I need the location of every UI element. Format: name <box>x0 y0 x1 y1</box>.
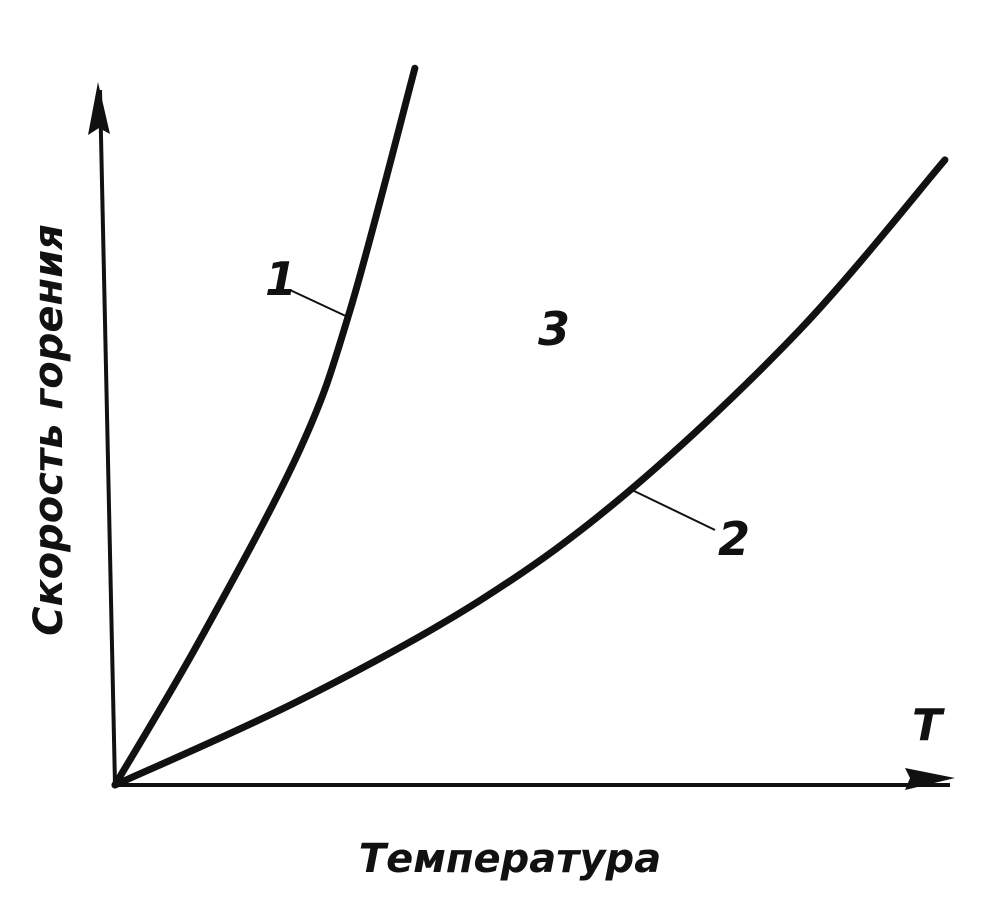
x-axis-label: Температура <box>359 836 661 882</box>
y-axis <box>98 89 117 786</box>
region-3-label: 3 <box>538 302 570 356</box>
x-axis-symbol: T <box>912 700 945 751</box>
x-axis-arrow <box>905 768 955 790</box>
series-1-leader <box>289 289 351 319</box>
y-axis-label: Скорость горения <box>26 224 72 636</box>
y-axis-arrow <box>88 82 110 135</box>
series-2-leader <box>631 489 716 531</box>
series-2-label: 2 <box>718 512 750 566</box>
series-1-label: 1 <box>265 252 297 306</box>
series-1-line <box>111 64 419 789</box>
series-2-line <box>111 156 949 789</box>
